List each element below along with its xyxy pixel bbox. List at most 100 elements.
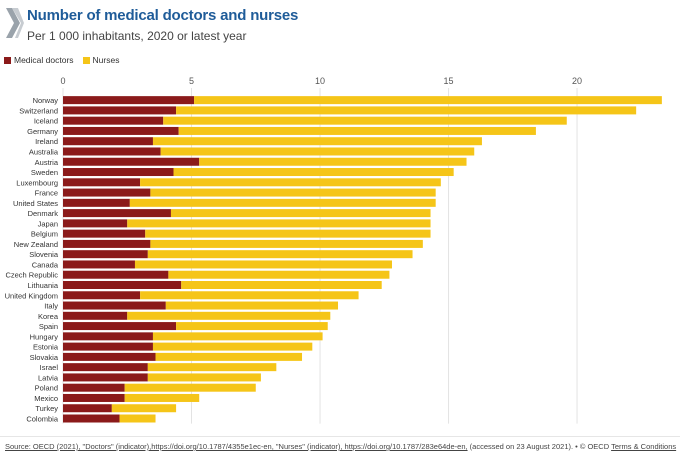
- bar-nurses: [176, 322, 328, 331]
- bar-nurses: [129, 198, 436, 207]
- legend-swatch-doctors: [4, 56, 11, 64]
- bar-nurses: [119, 414, 156, 423]
- bar-doctors: [63, 106, 177, 115]
- category-label: Ireland: [35, 137, 58, 146]
- bar-doctors: [63, 219, 128, 228]
- category-label: United States: [13, 199, 58, 208]
- bar-nurses: [163, 116, 567, 125]
- category-label: Mexico: [34, 394, 58, 403]
- bar-nurses: [173, 168, 454, 177]
- bar-nurses: [178, 126, 536, 135]
- bar-doctors: [63, 96, 195, 105]
- category-label: Germany: [27, 127, 58, 136]
- x-tick-label: 10: [315, 76, 325, 86]
- terms-link[interactable]: Terms & Conditions: [611, 442, 677, 451]
- footer-divider: [0, 436, 680, 437]
- category-label: Estonia: [33, 343, 59, 352]
- bar-doctors: [63, 311, 128, 320]
- bar-nurses: [150, 239, 423, 248]
- bar-doctors: [63, 260, 135, 269]
- bar-doctors: [63, 352, 156, 361]
- bar-doctors: [63, 301, 166, 310]
- bar-nurses: [150, 188, 436, 197]
- bar-chart: 0 5 10 15 20NorwaySwitzerlandIcelandGermanyI…: [5, 76, 662, 424]
- bar-doctors: [63, 157, 200, 166]
- bar-nurses: [127, 219, 431, 228]
- chart-legend: Medical doctors Nurses: [4, 55, 124, 65]
- bar-doctors: [63, 126, 179, 135]
- bar-doctors: [63, 363, 148, 372]
- category-label: Canada: [32, 260, 59, 269]
- category-label: Austria: [35, 158, 59, 167]
- category-label: France: [35, 189, 58, 198]
- bar-doctors: [63, 229, 146, 238]
- bar-doctors: [63, 209, 171, 218]
- category-label: Denmark: [28, 209, 59, 218]
- category-label: Slovakia: [30, 353, 59, 362]
- bar-doctors: [63, 342, 153, 351]
- legend-item-nurses[interactable]: Nurses: [82, 55, 119, 65]
- bar-nurses: [168, 270, 390, 279]
- bar-nurses: [194, 96, 662, 105]
- category-label: Czech Republic: [5, 271, 58, 280]
- source-link[interactable]: Source: OECD (2021), "Doctors" (indicato…: [5, 442, 468, 451]
- category-label: Norway: [33, 96, 59, 105]
- category-label: Israel: [40, 363, 59, 372]
- bar-doctors: [63, 322, 177, 331]
- x-tick-label: 20: [572, 76, 582, 86]
- bar-nurses: [140, 178, 441, 187]
- bar-doctors: [63, 147, 161, 156]
- bar-nurses: [147, 373, 261, 382]
- bar-nurses: [152, 137, 482, 146]
- bar-doctors: [63, 178, 141, 187]
- category-label: Switzerland: [19, 106, 58, 115]
- bar-nurses: [147, 250, 413, 259]
- bar-nurses: [147, 363, 277, 372]
- category-label: Japan: [38, 219, 58, 228]
- bar-nurses: [170, 209, 431, 218]
- legend-item-doctors[interactable]: Medical doctors: [4, 55, 74, 65]
- bar-doctors: [63, 270, 169, 279]
- bar-nurses: [199, 157, 467, 166]
- category-label: Hungary: [30, 332, 59, 341]
- accessed-text: (accessed on 23 August 2021). • © OECD: [467, 442, 612, 451]
- bar-nurses: [176, 106, 637, 115]
- chart-title: Number of medical doctors and nurses: [27, 7, 299, 24]
- bar-doctors: [63, 280, 182, 289]
- bar-nurses: [152, 332, 323, 341]
- bar-doctors: [63, 414, 120, 423]
- bar-nurses: [152, 342, 313, 351]
- category-label: Luxembourg: [16, 178, 58, 187]
- bar-doctors: [63, 332, 153, 341]
- category-label: Iceland: [34, 117, 58, 126]
- bar-doctors: [63, 168, 174, 177]
- category-label: Belgium: [31, 230, 58, 239]
- category-label: Slovenia: [29, 250, 59, 259]
- bar-nurses: [111, 404, 177, 413]
- bar-doctors: [63, 393, 125, 402]
- category-label: Spain: [39, 322, 58, 331]
- bar-nurses: [145, 229, 431, 238]
- category-label: Italy: [44, 302, 58, 311]
- bar-doctors: [63, 188, 151, 197]
- category-label: Australia: [29, 147, 59, 156]
- x-tick-label: 0: [60, 76, 65, 86]
- bar-nurses: [127, 311, 331, 320]
- source-footer: Source: OECD (2021), "Doctors" (indicato…: [5, 442, 676, 451]
- bar-nurses: [124, 383, 256, 392]
- category-label: Turkey: [35, 404, 58, 413]
- bar-doctors: [63, 198, 130, 207]
- category-label: Latvia: [38, 373, 59, 382]
- bar-nurses: [155, 352, 303, 361]
- bar-doctors: [63, 137, 153, 146]
- category-label: Poland: [35, 384, 58, 393]
- legend-swatch-nurses: [82, 56, 90, 64]
- x-tick-label: 5: [189, 76, 194, 86]
- category-label: Colombia: [26, 415, 59, 424]
- category-label: United Kingdom: [5, 291, 58, 300]
- bar-nurses: [165, 301, 339, 310]
- x-tick-label: 15: [444, 76, 454, 86]
- bar-doctors: [63, 291, 141, 300]
- bar-doctors: [63, 383, 125, 392]
- bar-doctors: [63, 373, 148, 382]
